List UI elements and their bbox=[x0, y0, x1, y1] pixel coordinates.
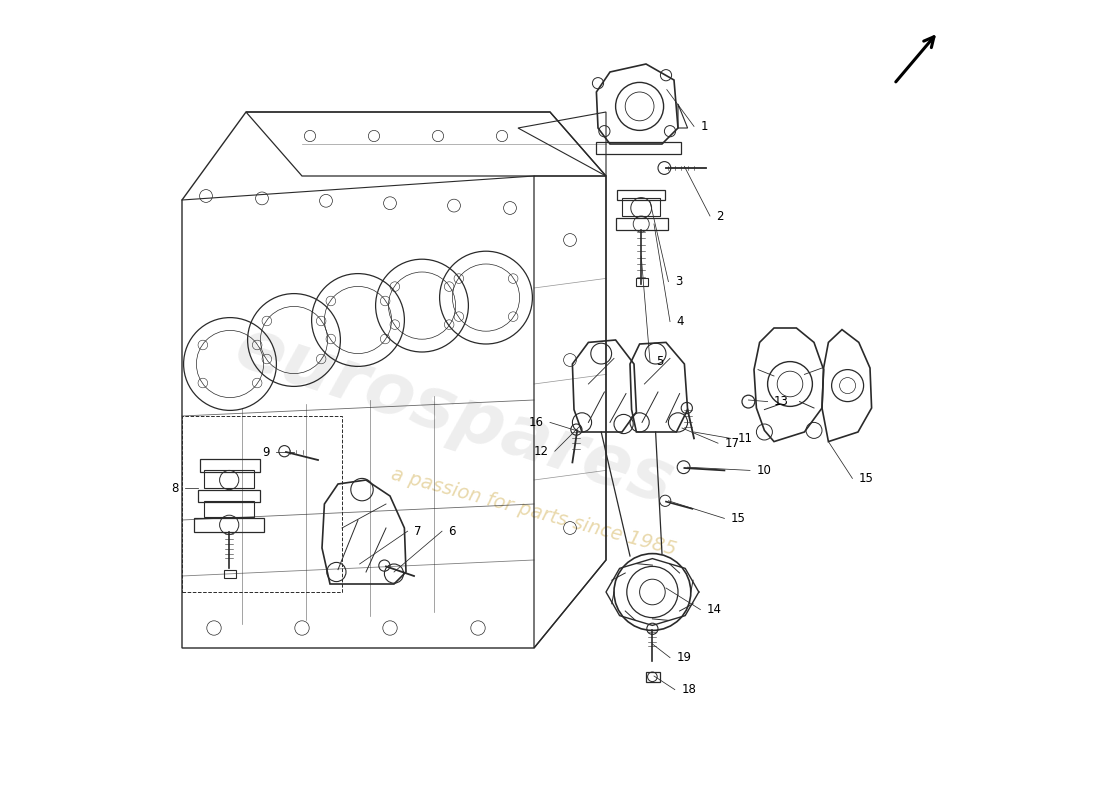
Bar bbox=[646, 672, 660, 682]
Bar bbox=[182, 416, 342, 592]
Text: 3: 3 bbox=[674, 275, 682, 288]
Text: 15: 15 bbox=[859, 472, 873, 485]
Bar bbox=[194, 518, 264, 532]
Text: 16: 16 bbox=[529, 416, 543, 429]
Text: 19: 19 bbox=[676, 651, 692, 664]
Text: 6: 6 bbox=[449, 525, 455, 538]
Bar bbox=[621, 198, 660, 216]
Text: 11: 11 bbox=[737, 432, 752, 445]
Text: 2: 2 bbox=[716, 210, 724, 222]
Text: 18: 18 bbox=[681, 683, 696, 696]
Text: 8: 8 bbox=[172, 482, 179, 494]
Text: 17: 17 bbox=[725, 437, 739, 450]
Bar bbox=[205, 470, 254, 488]
Text: 12: 12 bbox=[534, 445, 549, 458]
Bar bbox=[617, 190, 666, 200]
Text: 1: 1 bbox=[701, 120, 708, 133]
Bar bbox=[198, 490, 261, 502]
Bar bbox=[596, 142, 681, 154]
Text: 10: 10 bbox=[757, 464, 771, 477]
Text: 15: 15 bbox=[730, 512, 746, 525]
Text: 13: 13 bbox=[774, 395, 789, 408]
Bar bbox=[616, 218, 668, 230]
Bar bbox=[223, 570, 235, 578]
Text: eurospares: eurospares bbox=[227, 313, 682, 519]
Text: 9: 9 bbox=[263, 446, 270, 458]
Text: 14: 14 bbox=[707, 603, 722, 616]
Bar bbox=[199, 459, 260, 472]
Bar bbox=[636, 278, 648, 286]
Text: 4: 4 bbox=[676, 315, 684, 328]
Text: 7: 7 bbox=[414, 525, 421, 538]
Bar bbox=[205, 501, 254, 517]
Text: a passion for parts since 1985: a passion for parts since 1985 bbox=[389, 465, 679, 559]
Text: 5: 5 bbox=[657, 355, 663, 368]
